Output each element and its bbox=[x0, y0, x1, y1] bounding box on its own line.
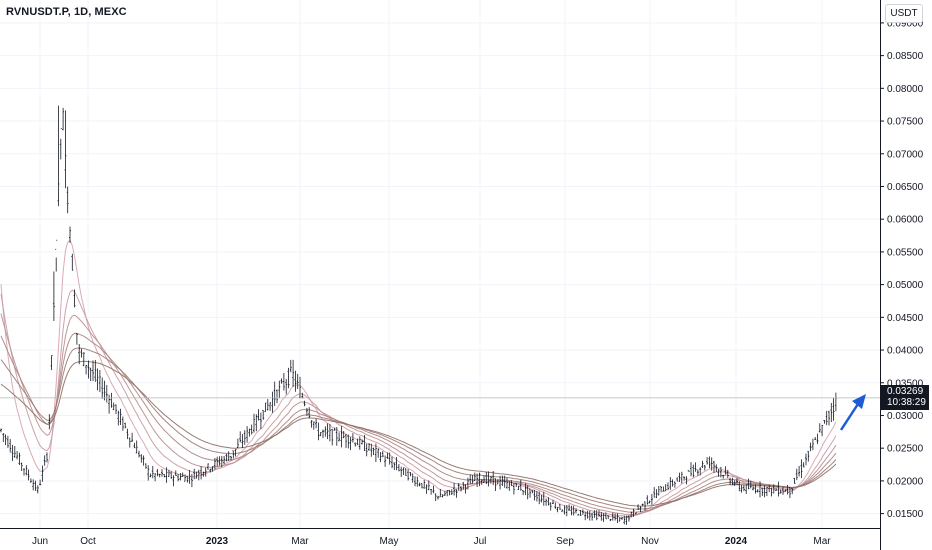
y-tick-label: 0.04500 bbox=[887, 313, 924, 324]
y-tick-label: 0.08500 bbox=[887, 51, 924, 62]
y-tick-label: 0.07000 bbox=[887, 149, 924, 160]
ema-line bbox=[0, 347, 837, 510]
ema-line bbox=[0, 332, 837, 513]
y-tick-label: 0.06500 bbox=[887, 182, 924, 193]
y-tick-label: 0.04000 bbox=[887, 346, 924, 357]
y-tick-label: 0.05000 bbox=[887, 280, 924, 291]
y-tick-label: 0.01500 bbox=[887, 509, 924, 520]
arrow-icon bbox=[852, 394, 866, 409]
y-tick-label: 0.05500 bbox=[887, 247, 924, 258]
x-tick-label: May bbox=[380, 536, 399, 547]
y-tick-label: 0.09000 bbox=[887, 18, 924, 29]
arrow-shaft bbox=[839, 403, 860, 431]
x-tick-label: Sep bbox=[556, 536, 574, 547]
ema-line bbox=[0, 313, 837, 516]
x-tick-label: Nov bbox=[641, 536, 659, 547]
bar-countdown: 10:38:29 bbox=[887, 397, 926, 408]
ema-ribbon bbox=[0, 239, 837, 519]
y-tick-label: 0.02500 bbox=[887, 444, 924, 455]
y-tick-label: 0.07500 bbox=[887, 117, 924, 128]
y-tick-label: 0.08000 bbox=[887, 84, 924, 95]
overlays bbox=[0, 394, 880, 431]
currency-selector[interactable]: USDT bbox=[885, 4, 923, 23]
x-tick-label: Mar bbox=[291, 536, 309, 547]
y-tick-label: 0.03500 bbox=[887, 378, 924, 389]
last-price-value: 0.03269 bbox=[887, 386, 924, 397]
y-tick-label: 0.06000 bbox=[887, 215, 924, 226]
ema-line bbox=[0, 289, 837, 518]
x-tick-label: Mar bbox=[813, 536, 831, 547]
last-price-tag: 0.03269 10:38:29 bbox=[881, 385, 929, 410]
ema-line bbox=[0, 360, 837, 507]
x-tick-label: 2024 bbox=[725, 536, 748, 547]
ema-line bbox=[0, 239, 837, 519]
x-tick-label: 2023 bbox=[206, 536, 229, 547]
x-tick-label: Oct bbox=[80, 536, 96, 547]
x-tick-label: Jun bbox=[32, 536, 48, 547]
candlesticks bbox=[0, 105, 837, 525]
grid-lines bbox=[0, 0, 880, 528]
y-tick-label: 0.03000 bbox=[887, 411, 924, 422]
symbol-title: RVNUSDT.P, 1D, MEXC bbox=[6, 6, 127, 18]
x-tick-label: Jul bbox=[474, 536, 487, 547]
y-tick-label: 0.02000 bbox=[887, 476, 924, 487]
